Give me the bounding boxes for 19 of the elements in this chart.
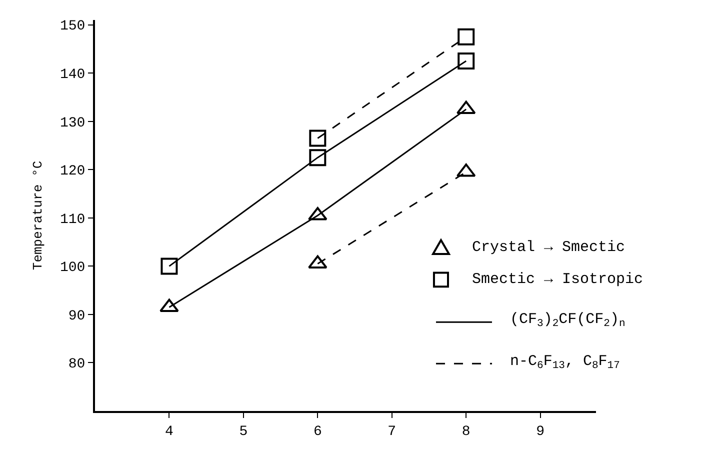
x-tick-label: 7 [388,424,396,440]
y-tick-label: 150 [60,18,86,35]
annotation: (CF$_{3}$)$_{2}$CF(CF$_{2}$)$_{n}$ [510,311,626,330]
x-tick-label: 5 [239,424,248,440]
annotation: Smectic → Isotropic [472,271,644,288]
x-tick-label: 4 [165,424,174,440]
y-tick-label: 140 [60,67,86,83]
y-tick-label: 120 [60,164,86,180]
x-tick-label: 9 [536,424,545,440]
annotation: n-C$_{6}$F$_{13}$, C$_{8}$F$_{17}$ [510,353,620,372]
annotation: Crystal → Smectic [472,239,626,256]
y-axis-title: Temperature °C [30,160,46,270]
y-tick-label: 100 [60,260,86,276]
y-tick-label: 110 [60,212,86,228]
x-tick-label: 8 [462,424,470,440]
x-tick-label: 6 [313,424,322,440]
y-tick-label: 130 [60,115,86,132]
y-tick-label: 90 [68,308,86,324]
y-tick-label: 80 [68,356,86,373]
